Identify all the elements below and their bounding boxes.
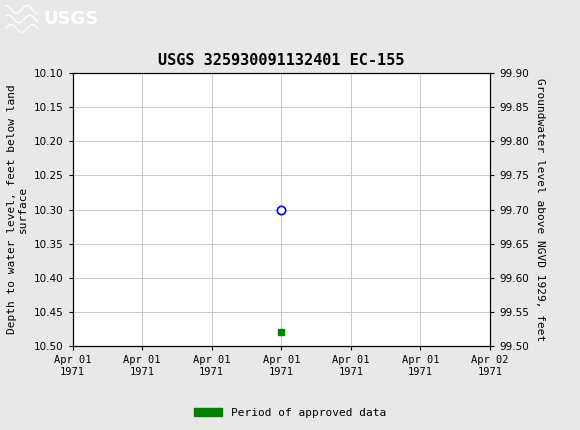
Y-axis label: Depth to water level, feet below land
surface: Depth to water level, feet below land su… [6, 85, 28, 335]
Title: USGS 325930091132401 EC-155: USGS 325930091132401 EC-155 [158, 53, 404, 68]
Text: USGS: USGS [44, 10, 99, 28]
Y-axis label: Groundwater level above NGVD 1929, feet: Groundwater level above NGVD 1929, feet [535, 78, 545, 341]
Legend: Period of approved data: Period of approved data [190, 403, 390, 422]
